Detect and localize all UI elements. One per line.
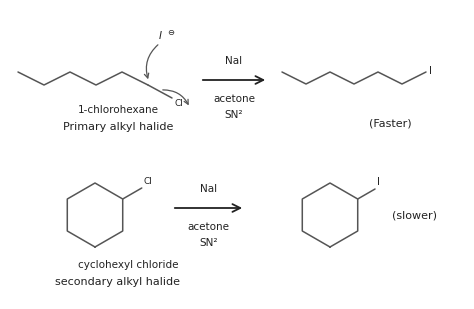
Text: I: I <box>429 66 432 76</box>
Text: NaI: NaI <box>200 184 217 194</box>
Text: SN²: SN² <box>199 238 218 248</box>
Text: secondary alkyl halide: secondary alkyl halide <box>55 277 180 287</box>
Text: (Faster): (Faster) <box>369 118 411 128</box>
Text: Cl: Cl <box>175 99 184 108</box>
Text: cyclohexyl chloride: cyclohexyl chloride <box>78 260 179 270</box>
Text: I: I <box>377 177 380 187</box>
Text: Primary alkyl halide: Primary alkyl halide <box>63 122 173 132</box>
Text: SN²: SN² <box>225 110 243 120</box>
Text: acetone: acetone <box>213 94 255 104</box>
Text: I: I <box>159 31 162 41</box>
Text: Cl: Cl <box>144 177 153 186</box>
Text: (slower): (slower) <box>392 210 438 220</box>
Text: ⊖: ⊖ <box>167 28 174 37</box>
Text: acetone: acetone <box>188 222 229 232</box>
Text: 1-chlorohexane: 1-chlorohexane <box>78 105 158 115</box>
Text: NaI: NaI <box>226 56 243 66</box>
